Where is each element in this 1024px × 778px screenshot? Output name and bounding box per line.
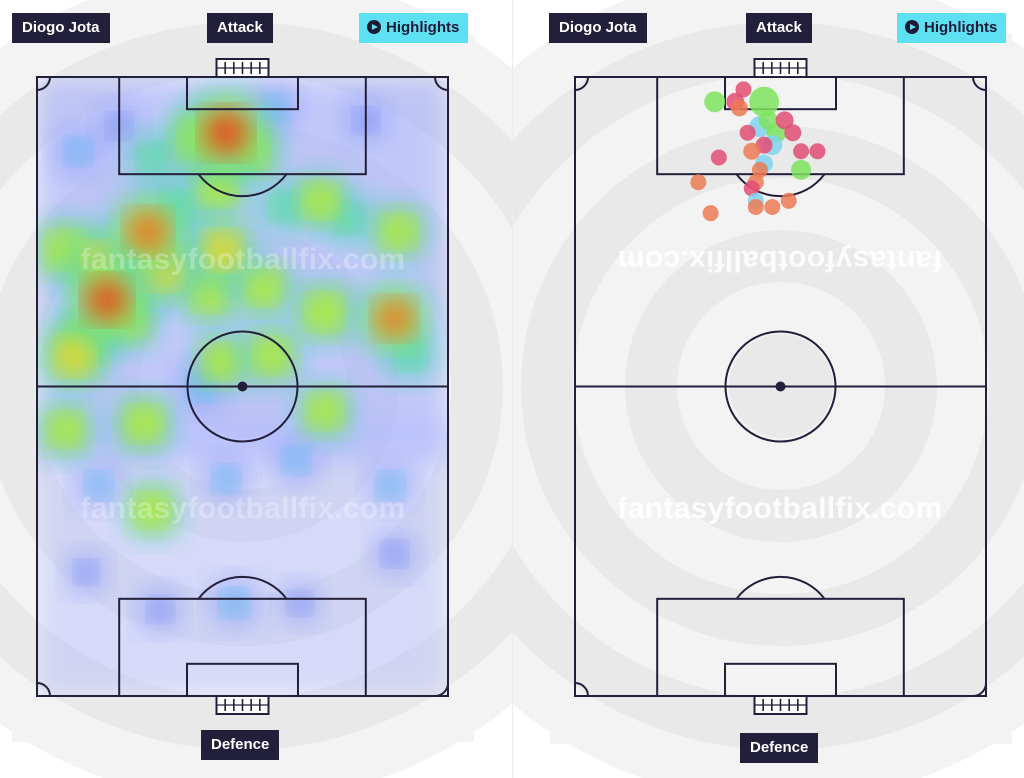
heat-core	[289, 593, 311, 614]
shot-marker-off-target	[764, 198, 781, 215]
heat-core	[205, 233, 239, 267]
shot-marker-blocked	[793, 143, 810, 160]
watermark: fantasyfootballfix.com	[617, 492, 943, 525]
heat-core	[87, 474, 111, 498]
heat-core	[378, 474, 402, 498]
heat-core	[56, 338, 92, 373]
heat-core	[204, 110, 249, 155]
heat-core	[207, 347, 237, 377]
watermark: fantasyfootballfix.com	[80, 492, 406, 525]
corner-arc	[36, 76, 51, 91]
shot-marker-goal	[704, 91, 726, 113]
pitch-rings	[513, 0, 1024, 778]
penalty-arc-defence	[735, 575, 826, 600]
corner-arc	[434, 76, 449, 91]
shot-marker-off-target	[747, 198, 764, 215]
highlights-button[interactable]: Highlights	[897, 13, 1007, 43]
defence-label: Defence	[740, 733, 819, 763]
watermark: fantasyfootballfix.com	[80, 243, 406, 276]
shot-marker-off-target	[730, 99, 748, 117]
penalty-arc-attack	[197, 173, 288, 198]
watermark-inverted: fantasyfootballfix.com	[617, 244, 943, 277]
heat-core	[376, 299, 414, 337]
pitch-markings	[36, 58, 449, 715]
shot-marker-off-target	[751, 161, 768, 178]
heat-core	[309, 296, 341, 328]
shot-marker-blocked	[784, 124, 802, 142]
player-name-label: Diogo Jota	[12, 13, 110, 43]
corner-arc	[574, 76, 589, 91]
shot-marker-off-target	[702, 205, 719, 222]
shot-marker-off-target	[690, 174, 707, 191]
heatmap-panel: Diogo Jota Attack Highlights fantasyfoot…	[0, 0, 512, 778]
heat-core	[86, 279, 128, 321]
shot-marker-goal	[749, 86, 780, 117]
heat-core	[248, 272, 279, 303]
centre-circle	[186, 330, 299, 443]
player-name-label: Diogo Jota	[549, 13, 647, 43]
shot-marker-off-target	[780, 192, 797, 209]
corner-arc	[36, 682, 51, 697]
heat-core	[76, 562, 97, 583]
play-circle-icon	[367, 20, 381, 34]
corner-arc	[972, 682, 987, 697]
shot-marker-blocked	[710, 149, 727, 166]
shot-map-panel: Diogo Jota Attack Highlights fantasyfoot…	[512, 0, 1024, 778]
highlights-label: Highlights	[386, 19, 460, 36]
play-circle-icon	[905, 20, 919, 34]
penalty-arc-defence	[197, 575, 288, 600]
attack-label: Attack	[207, 13, 273, 43]
heat-core	[222, 590, 247, 616]
defence-label: Defence	[201, 730, 280, 760]
heat-core	[284, 449, 308, 473]
attack-label: Attack	[746, 13, 812, 43]
heat-core	[256, 340, 287, 371]
heat-core	[306, 186, 335, 216]
centre-spot	[775, 381, 786, 392]
highlights-button[interactable]: Highlights	[359, 13, 469, 43]
heat-core	[128, 211, 168, 252]
shot-layer	[690, 81, 826, 222]
heat-core	[51, 415, 81, 445]
heat-core	[214, 467, 238, 491]
heat-core	[137, 496, 167, 525]
shot-marker-off-target	[743, 142, 761, 160]
heatmap-layer	[37, 77, 448, 696]
shot-marker-blocked	[735, 81, 752, 98]
heatmap-pitch	[0, 0, 512, 778]
highlights-label: Highlights	[924, 19, 998, 36]
shot-marker-blocked	[775, 111, 794, 130]
shot-marker-blocked	[809, 143, 826, 160]
shot-marker-goal	[791, 159, 812, 180]
centre-circle	[724, 330, 837, 443]
heat-core	[194, 278, 225, 309]
corner-arc	[972, 76, 987, 91]
shot-map-pitch	[513, 0, 1024, 778]
corner-arc	[574, 682, 589, 697]
shot-marker-blocked	[743, 180, 760, 197]
heat-core	[384, 217, 413, 247]
centre-spot	[237, 381, 248, 392]
heat-core	[66, 139, 90, 163]
heat-core	[149, 598, 172, 621]
heat-core	[139, 144, 165, 171]
heat-core	[128, 408, 159, 439]
heat-core	[202, 173, 233, 204]
heat-core	[310, 396, 340, 426]
shot-marker-blocked	[739, 124, 756, 141]
corner-arc	[434, 682, 449, 697]
heat-core	[383, 542, 406, 565]
